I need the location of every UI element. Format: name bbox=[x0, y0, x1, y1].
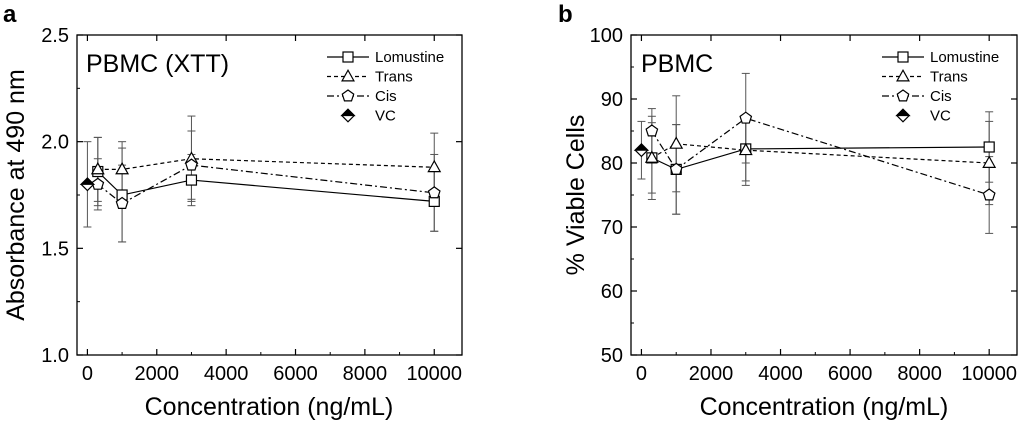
legend-label: Lomustine bbox=[375, 49, 444, 66]
legend-marker-vc bbox=[895, 108, 911, 123]
data-point-trans bbox=[115, 161, 130, 175]
data-point-vc bbox=[79, 177, 96, 192]
panel-letter: b bbox=[558, 1, 573, 28]
x-tick-label: 8000 bbox=[897, 363, 942, 385]
axis-ticks: 0 2000 4000 6000 8000 10000 1.0 1.5 2.0 2.5 bbox=[41, 25, 462, 385]
x-tick-label: 4000 bbox=[204, 363, 249, 385]
x-tick-label: 0 bbox=[82, 363, 93, 385]
legend: Lomustine Trans Cis VC bbox=[882, 49, 999, 125]
legend-label: Cis bbox=[930, 88, 952, 105]
data-point-trans bbox=[90, 161, 105, 175]
legend-marker-cis bbox=[896, 89, 910, 102]
data-point-cis bbox=[427, 186, 441, 199]
marker-fill bbox=[633, 143, 650, 151]
x-tick-label: 0 bbox=[636, 363, 647, 385]
x-tick-label: 6000 bbox=[828, 363, 873, 385]
data-point-cis bbox=[185, 158, 198, 171]
series-markers bbox=[633, 111, 997, 201]
x-tick-label: 2000 bbox=[135, 363, 180, 385]
data-point-trans bbox=[644, 150, 659, 163]
x-tick-label: 10000 bbox=[961, 363, 1017, 385]
data-point-cis bbox=[645, 124, 659, 137]
x-tick-label: 2000 bbox=[689, 363, 734, 385]
y-axis-label: Absorbance at 490 nm bbox=[2, 69, 30, 321]
y-tick-label: 1.0 bbox=[41, 345, 69, 367]
legend-label: Trans bbox=[930, 69, 968, 86]
data-point-trans bbox=[427, 159, 442, 173]
data-point-cis bbox=[982, 188, 996, 201]
marker-fill bbox=[895, 108, 911, 117]
legend-marker-cis bbox=[341, 89, 355, 102]
data-point-cis bbox=[115, 196, 129, 209]
y-tick-label: 70 bbox=[601, 217, 623, 239]
marker-fill bbox=[340, 108, 356, 117]
legend-marker-trans bbox=[341, 69, 355, 82]
legend-label: Trans bbox=[375, 69, 413, 86]
axis-ticks: 0 2000 4000 6000 8000 10000 50 60 70 80 90 100 bbox=[590, 25, 1017, 385]
legend-marker-trans bbox=[896, 69, 910, 82]
y-tick-label: 100 bbox=[590, 25, 623, 47]
data-point-cis bbox=[91, 177, 105, 190]
legend: Lomustine Trans Cis VC bbox=[327, 49, 444, 125]
series-line-lomustine bbox=[651, 146, 990, 171]
y-tick-label: 2.0 bbox=[41, 132, 69, 154]
series-markers bbox=[79, 151, 442, 209]
panel-a: a 0 2000 4000 6000 8000 10000 1.0 1.5 2.0 2.5 PBM… bbox=[2, 1, 463, 421]
data-point-vc bbox=[633, 143, 650, 158]
series-line-cis bbox=[651, 117, 990, 196]
data-point-lomustine bbox=[185, 174, 198, 186]
data-point-trans bbox=[669, 136, 684, 149]
data-point-cis bbox=[739, 111, 753, 124]
panel-b: b 0 2000 4000 6000 8000 10000 50 60 70 80 90 100 PB… bbox=[558, 1, 1018, 421]
series-line-trans bbox=[97, 158, 435, 170]
data-point-trans bbox=[982, 155, 997, 168]
y-tick-label: 80 bbox=[601, 153, 623, 175]
legend-label: VC bbox=[375, 108, 396, 125]
x-tick-label: 4000 bbox=[758, 363, 803, 385]
y-tick-label: 90 bbox=[601, 89, 623, 111]
legend-marker-vc bbox=[340, 108, 356, 123]
legend-label: Lomustine bbox=[930, 49, 999, 66]
x-tick-label: 10000 bbox=[406, 363, 462, 385]
series-lines bbox=[651, 117, 990, 196]
legend-label: VC bbox=[930, 108, 951, 125]
data-point-trans bbox=[738, 142, 753, 156]
data-point-cis bbox=[669, 162, 683, 175]
legend-label: Cis bbox=[375, 88, 397, 105]
y-tick-label: 50 bbox=[601, 345, 623, 367]
series-line-trans bbox=[651, 143, 990, 164]
y-tick-label: 1.5 bbox=[41, 238, 69, 260]
series-line-lomustine bbox=[97, 171, 435, 202]
legend-marker-lomustine bbox=[342, 51, 354, 63]
legend-marker-lomustine bbox=[897, 51, 909, 63]
series-lines bbox=[97, 158, 435, 205]
x-axis-label: Concentration (ng/mL) bbox=[145, 393, 394, 421]
x-axis-label: Concentration (ng/mL) bbox=[700, 393, 949, 421]
y-axis-label: % Viable Cells bbox=[562, 115, 590, 276]
x-tick-label: 6000 bbox=[273, 363, 318, 385]
panel-letter: a bbox=[3, 1, 17, 28]
error-bars bbox=[83, 115, 439, 243]
y-tick-label: 2.5 bbox=[41, 25, 69, 47]
series-line-cis bbox=[97, 164, 435, 205]
chart-title: PBMC (XTT) bbox=[86, 50, 229, 78]
data-point-lomustine bbox=[983, 141, 995, 153]
x-tick-label: 8000 bbox=[343, 363, 388, 385]
chart-title: PBMC bbox=[641, 50, 713, 78]
y-tick-label: 60 bbox=[601, 281, 623, 303]
marker-fill bbox=[79, 177, 96, 185]
